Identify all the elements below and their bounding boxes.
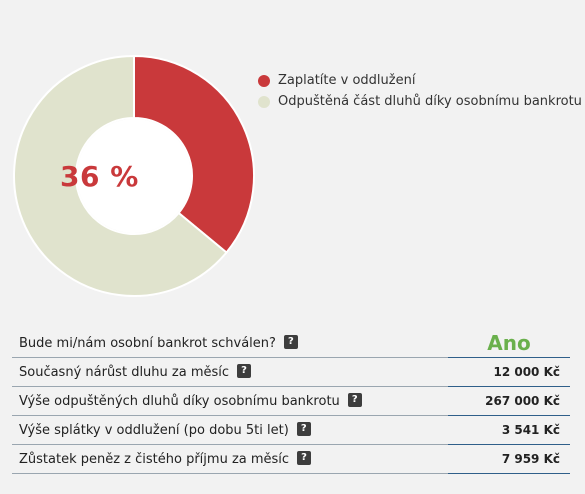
table-row: Zůstatek peněz z čistého příjmu za měsíc… [12, 444, 570, 474]
row-label-text: Současný nárůst dluhu za měsíc [19, 364, 230, 380]
chart-legend: Zaplatíte v oddlužení Odpuštěná část dlu… [258, 70, 582, 112]
row-value: 3 541 Kč [448, 415, 570, 445]
row-label-text: Výše splátky v oddlužení (po dobu 5ti le… [19, 422, 289, 438]
row-value: 12 000 Kč [448, 357, 570, 387]
table-row: Současný nárůst dluhu za měsíc? 12 000 K… [12, 357, 570, 387]
help-icon[interactable]: ? [347, 393, 362, 407]
row-label: Současný nárůst dluhu za měsíc? [12, 357, 448, 387]
row-label: Výše odpuštěných dluhů díky osobnímu ban… [12, 386, 448, 416]
help-icon[interactable]: ? [296, 422, 311, 436]
row-value: 7 959 Kč [448, 444, 570, 474]
legend-item-forgiven[interactable]: Odpuštěná část dluhů díky osobnímu bankr… [258, 91, 582, 112]
row-label-text: Zůstatek peněz z čistého příjmu za měsíc [19, 451, 290, 467]
row-label: Výše splátky v oddlužení (po dobu 5ti le… [12, 415, 448, 445]
row-label-text: Výše odpuštěných dluhů díky osobnímu ban… [19, 393, 340, 409]
legend-dot-icon [258, 95, 270, 108]
table-row: Výše odpuštěných dluhů díky osobnímu ban… [12, 386, 570, 416]
legend-label: Odpuštěná část dluhů díky osobnímu bankr… [278, 94, 582, 109]
pie-slice-0[interactable] [133, 54, 255, 254]
donut-chart [13, 54, 255, 297]
row-label: Bude mi/nám osobní bankrot schválen?? [12, 329, 448, 358]
row-value: 267 000 Kč [448, 386, 570, 416]
legend-dot-icon [258, 74, 270, 87]
table-row: Bude mi/nám osobní bankrot schválen?? An… [12, 329, 570, 358]
legend-item-paid[interactable]: Zaplatíte v oddlužení [258, 70, 582, 91]
row-label: Zůstatek peněz z čistého příjmu za měsíc… [12, 444, 448, 474]
donut-hole [77, 119, 191, 233]
approval-value: Ano [448, 329, 570, 358]
help-icon[interactable]: ? [297, 451, 312, 465]
pie-slice-1[interactable] [13, 54, 228, 297]
center-percentage-label: 36 % [60, 160, 139, 193]
row-label-text: Bude mi/nám osobní bankrot schválen? [19, 335, 276, 351]
donut-chart-area: 36 % Zaplatíte v oddlužení Odpuštěná čás… [13, 54, 582, 297]
summary-table: Bude mi/nám osobní bankrot schválen?? An… [12, 329, 570, 474]
help-icon[interactable]: ? [283, 335, 298, 349]
legend-label: Zaplatíte v oddlužení [278, 73, 416, 88]
table-row: Výše splátky v oddlužení (po dobu 5ti le… [12, 415, 570, 445]
help-icon[interactable]: ? [237, 364, 252, 378]
